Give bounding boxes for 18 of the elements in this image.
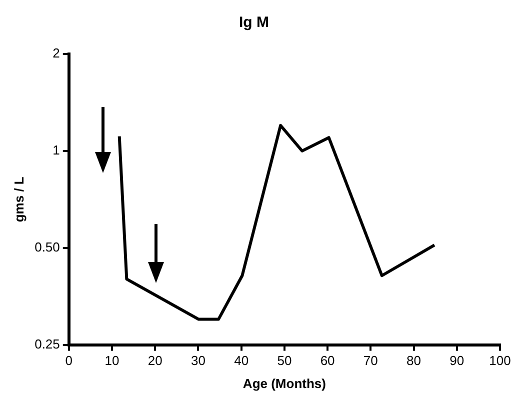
- x-axis-title: Age (Months): [242, 376, 326, 391]
- x-tick-label: 0: [65, 353, 73, 368]
- x-tick-label: 30: [190, 353, 206, 368]
- x-tick-label: 100: [489, 353, 511, 368]
- x-tick-label: 90: [450, 353, 464, 368]
- x-tick-label: 20: [148, 353, 162, 368]
- x-tick-label: 40: [234, 353, 249, 368]
- x-tick-label: 60: [320, 353, 335, 368]
- chart-title: Ig M: [239, 14, 269, 32]
- y-tick-label: 0.25: [34, 336, 60, 352]
- y-tick-label: 0.50: [34, 239, 60, 254]
- y-axis-title: gms / L: [11, 176, 26, 222]
- x-tick-label: 10: [104, 353, 120, 368]
- y-tick-label: 1: [52, 142, 60, 158]
- x-tick-label: 70: [363, 353, 378, 368]
- x-tick-label: 50: [277, 353, 292, 368]
- x-tick-label: 80: [406, 353, 422, 368]
- y-tick-label: 2: [52, 46, 60, 61]
